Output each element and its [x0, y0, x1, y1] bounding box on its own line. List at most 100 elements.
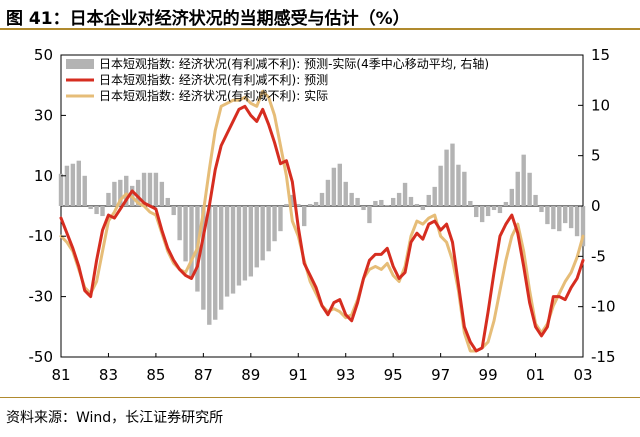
- bar: [361, 206, 366, 211]
- bar: [497, 206, 503, 214]
- bar: [88, 206, 93, 210]
- bar: [474, 206, 479, 218]
- bar: [509, 188, 515, 206]
- bar: [426, 194, 431, 206]
- bar: [373, 200, 378, 206]
- x-tick-label: 97: [431, 366, 450, 384]
- bar: [266, 206, 271, 252]
- bar: [106, 192, 111, 206]
- legend-swatch: [66, 59, 94, 69]
- bar: [313, 201, 319, 206]
- bar-series: [58, 143, 586, 325]
- bar: [551, 206, 556, 230]
- bar: [189, 206, 194, 277]
- bar: [278, 206, 283, 232]
- right-tick-label: 5: [591, 147, 601, 165]
- bar: [302, 206, 307, 227]
- bar: [479, 206, 485, 223]
- legend-label: 日本短观指数: 经济状况(有利减不利): 预测: [99, 72, 328, 87]
- bar: [147, 172, 153, 206]
- bar: [414, 203, 420, 206]
- bar: [70, 163, 76, 206]
- left-tick-label: 10: [34, 167, 53, 185]
- bar: [153, 172, 159, 206]
- bar: [177, 206, 182, 241]
- x-tick-label: 85: [146, 366, 165, 384]
- legend-label: 日本短观指数: 经济状况(有利减不利): 实际: [99, 88, 328, 103]
- forecast-line: [59, 104, 585, 353]
- bar: [450, 143, 455, 206]
- x-tick-label: 89: [241, 366, 260, 384]
- bar: [349, 192, 354, 206]
- bar: [201, 206, 206, 310]
- line-series: [59, 89, 585, 353]
- bar: [580, 206, 586, 247]
- bar: [503, 201, 509, 206]
- bottom-rule: [0, 397, 640, 398]
- bar: [432, 186, 437, 206]
- bar: [557, 206, 562, 232]
- bar: [420, 206, 426, 211]
- x-tick-label: 03: [573, 366, 592, 384]
- legend: 日本短观指数: 经济状况(有利减不利): 预测-实际(4季中心移动平均, 右轴)…: [66, 56, 489, 103]
- bar: [307, 203, 313, 206]
- bar: [141, 172, 147, 206]
- bar: [290, 194, 295, 206]
- left-tick-label: -50: [29, 348, 54, 366]
- bar: [242, 206, 248, 281]
- bar: [254, 206, 259, 268]
- bar: [456, 164, 461, 206]
- x-tick-label: 87: [194, 366, 213, 384]
- x-tick-label: 95: [384, 366, 403, 384]
- bar: [296, 203, 301, 206]
- x-tick-label: 83: [99, 366, 118, 384]
- right-tick-label: 10: [591, 96, 610, 114]
- bar: [396, 192, 402, 206]
- legend-label: 日本短观指数: 经济状况(有利减不利): 预测-实际(4季中心移动平均, 右轴): [99, 56, 489, 71]
- bar: [485, 206, 491, 217]
- bar: [218, 206, 224, 310]
- bar: [539, 206, 544, 213]
- bar: [165, 197, 170, 206]
- left-tick-label: 30: [34, 106, 53, 124]
- bar: [284, 203, 289, 206]
- x-tick-label: 01: [526, 366, 545, 384]
- chart-title: 图 41：日本企业对经济状况的当期感受与估计（%）: [6, 9, 410, 29]
- x-tick-label: 99: [479, 366, 498, 384]
- bar: [76, 160, 81, 206]
- bar: [331, 167, 337, 206]
- bar: [568, 206, 574, 229]
- bar: [118, 179, 123, 206]
- left-tick-label: 50: [34, 46, 53, 64]
- right-tick-label: 0: [591, 197, 601, 215]
- bar: [545, 206, 550, 225]
- bar: [390, 197, 396, 206]
- bar: [325, 179, 331, 206]
- bar: [438, 165, 443, 206]
- bar: [224, 206, 230, 297]
- right-tick-label: 15: [591, 46, 610, 64]
- bar: [82, 175, 87, 206]
- left-tick-label: -30: [29, 288, 54, 306]
- bar: [462, 171, 467, 206]
- bar: [230, 206, 236, 294]
- bar: [319, 192, 325, 206]
- bar: [159, 181, 165, 206]
- bar: [58, 173, 64, 206]
- bar: [491, 206, 497, 211]
- x-tick-label: 81: [51, 366, 70, 384]
- bar: [527, 172, 532, 206]
- bar: [574, 206, 580, 237]
- bar: [468, 200, 473, 206]
- bar: [124, 175, 129, 206]
- title-bar: 图 41：日本企业对经济状况的当期感受与估计（%）: [0, 0, 640, 30]
- bar: [343, 181, 348, 206]
- source-note: 资料来源：Wind，长江证券研究所: [6, 410, 224, 426]
- actual-line: [59, 89, 585, 353]
- bar: [183, 206, 188, 262]
- bar: [64, 165, 70, 206]
- bar: [260, 206, 265, 261]
- x-tick-label: 91: [289, 366, 308, 384]
